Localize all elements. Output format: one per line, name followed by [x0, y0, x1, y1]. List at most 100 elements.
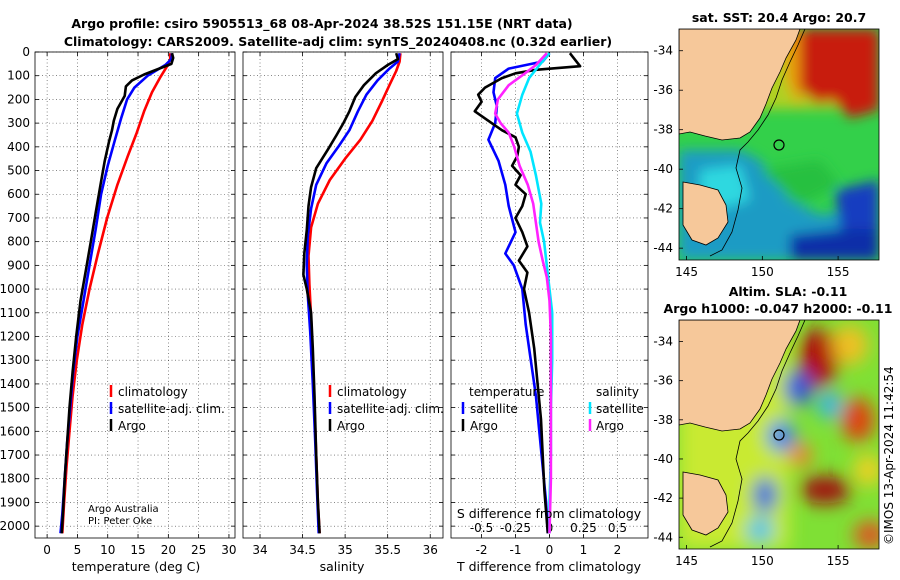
x-tick-label: 25 [191, 543, 206, 557]
depth-tick-label: 1500 [0, 401, 30, 415]
depth-tick-label: 600 [7, 187, 30, 201]
note-line-2: PI: Peter Oke [88, 516, 152, 527]
credit-timestamp: ©IMOS 13-Apr-2024 11:42:54 [882, 366, 896, 545]
legend-heading-temperature: temperature [469, 385, 544, 399]
x-tick-label: 10 [100, 543, 115, 557]
depth-tick-label: 900 [7, 258, 30, 272]
map-x-tick-label: 155 [827, 265, 850, 279]
depth-axis: 0 100 200 300 400 500 600 700 800 900 1000 1100 1200… [0, 45, 30, 533]
sst-field [679, 29, 879, 260]
temperature-lines [59, 52, 175, 534]
series-line-argo [60, 52, 175, 534]
depth-tick-label: 400 [7, 140, 30, 154]
legend-label-t-argo: Argo [470, 419, 498, 433]
salinity-x-axis: 34 34.5 35 35.5 36 [252, 52, 438, 557]
title-line-1: Argo profile: csiro 5905513_68 08-Apr-20… [71, 16, 572, 32]
salinity-panel: 34 34.5 35 35.5 36 salinity climatology sate… [242, 51, 444, 574]
sla-shelf-contour [709, 320, 806, 548]
legend-label-s-satellite: satellite [596, 402, 644, 416]
x-tick-label: 0 [546, 543, 554, 557]
x-tick-label: 5 [74, 543, 82, 557]
series-line-s-argo [493, 52, 553, 534]
map-y-tick-label: -34 [653, 44, 673, 58]
sla-map-box [678, 319, 880, 550]
legend-label-argo: Argo [337, 419, 365, 433]
temperature-panel: 0100200300400500600700800900100011001200… [0, 45, 237, 574]
note-line-1: Argo Australia [88, 504, 159, 515]
s-tick-label: 0.5 [608, 521, 627, 535]
sst-map-axes: 145 150 155 -34 -36 -38 -40 -42 -44 [653, 44, 849, 279]
map-x-tick-label: 145 [675, 265, 698, 279]
sla-tasmania-land [682, 471, 729, 536]
t-difference-xlabel: T difference from climatology [456, 559, 642, 574]
x-tick-label: 1 [580, 543, 588, 557]
legend-label-climatology: climatology [337, 385, 407, 399]
depth-tick-label: 200 [7, 92, 30, 106]
depth-tick-label: 1000 [0, 282, 30, 296]
salinity-xlabel: salinity [320, 559, 365, 574]
title-line-2: Climatology: CARS2009. Satellite-adj cli… [64, 34, 612, 50]
difference-legend-temperature: temperature satellite Argo [461, 385, 544, 433]
sla-argo-marker [773, 429, 785, 441]
map-y-tick-label: -34 [653, 335, 673, 349]
series-line-t-argo [473, 52, 582, 534]
temperature-legend: climatology satellite-adj. clim. Argo [109, 385, 225, 433]
legend-label-argo: Argo [118, 419, 146, 433]
difference-lines [473, 52, 582, 534]
map-y-tick-label: -44 [653, 530, 673, 544]
x-tick-label: 34 [252, 543, 267, 557]
map-y-tick-label: -36 [653, 374, 673, 388]
map-x-tick-label: 145 [675, 554, 698, 568]
temperature-xlabel: temperature (deg C) [72, 559, 201, 574]
map-y-tick-label: -44 [653, 241, 673, 255]
s-tick-label: 0.25 [570, 521, 597, 535]
sla-map-title-1: Altim. SLA: -0.11 [729, 284, 848, 299]
x-tick-label: 35.5 [374, 543, 401, 557]
depth-tick-label: 1800 [0, 472, 30, 486]
difference-s-axis: -0.5 -0.25 0 0.25 0.5 [470, 521, 627, 535]
map-y-tick-label: -42 [653, 491, 673, 505]
sla-map-title-2: Argo h1000: -0.047 h2000: -0.11 [664, 301, 893, 316]
sst-tasmania-land [682, 181, 729, 246]
sla-australia-land [679, 320, 801, 432]
x-tick-label: 34.5 [289, 543, 316, 557]
x-tick-label: 2 [614, 543, 622, 557]
legend-label-satellite: satellite-adj. clim. [337, 402, 444, 416]
depth-tick-label: 1900 [0, 495, 30, 509]
sst-shelf-contour [709, 29, 806, 257]
map-y-tick-label: -38 [653, 123, 673, 137]
map-x-tick-label: 150 [751, 265, 774, 279]
depth-tick-label: 1300 [0, 353, 30, 367]
difference-x-axis: -2 -1 0 1 2 [476, 52, 622, 557]
difference-panel: -2 -1 0 1 2 -0.5 -0.25 0 0.25 0.5 S difference f… [450, 51, 649, 574]
sst-map-panel: sat. SST: 20.4 Argo: 20.7 145 150 155 -34 -3… [653, 10, 880, 279]
map-y-tick-label: -36 [653, 83, 673, 97]
depth-tick-label: 1700 [0, 448, 30, 462]
salinity-axes-box [242, 51, 444, 539]
depth-tick-label: 1400 [0, 377, 30, 391]
depth-tick-label: 1600 [0, 424, 30, 438]
s-tick-label: -0.25 [500, 521, 531, 535]
legend-label-t-satellite: satellite [470, 402, 518, 416]
x-tick-label: 35 [337, 543, 352, 557]
x-tick-label: -1 [510, 543, 522, 557]
series-line-t-satellite [487, 52, 551, 534]
x-tick-label: -2 [476, 543, 488, 557]
depth-tick-label: 800 [7, 235, 30, 249]
map-y-tick-label: -38 [653, 413, 673, 427]
legend-label-climatology: climatology [118, 385, 188, 399]
sla-map-axes: 145 150 155 -34 -36 -38 -40 -42 -44 [653, 335, 849, 568]
sst-map-box [678, 28, 880, 261]
map-y-tick-label: -42 [653, 202, 673, 216]
sst-argo-marker [773, 139, 785, 151]
x-tick-label: 36 [423, 543, 438, 557]
sst-map-title: sat. SST: 20.4 Argo: 20.7 [692, 10, 866, 25]
legend-label-satellite: satellite-adj. clim. [118, 402, 225, 416]
depth-tick-label: 500 [7, 164, 30, 178]
depth-tick-label: 0 [22, 45, 30, 59]
sst-australia-land [679, 29, 801, 141]
map-y-tick-label: -40 [653, 452, 673, 466]
salinity-grid [243, 51, 443, 538]
salinity-legend: climatology satellite-adj. clim. Argo [328, 385, 444, 433]
